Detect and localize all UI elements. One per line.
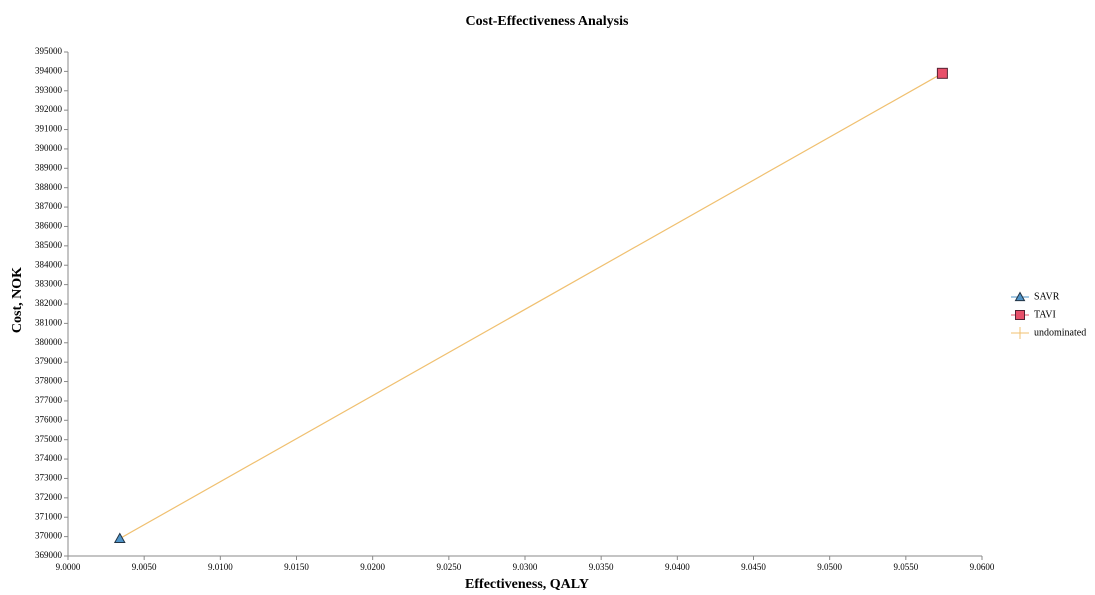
y-tick-label: 389000 [35,162,63,172]
y-tick-label: 376000 [35,414,63,424]
x-tick-label: 9.0000 [56,562,81,572]
point [113,532,126,544]
y-tick-label: 383000 [35,279,63,289]
x-tick-label: 9.0250 [436,562,461,572]
y-tick-label: 390000 [35,143,63,153]
y-tick-label: 377000 [35,395,63,405]
y-tick-label: 375000 [35,434,63,444]
y-tick-label: 373000 [35,473,63,483]
x-tick-label: 9.0400 [665,562,690,572]
chart-title: Cost-Effectiveness Analysis [466,14,629,29]
y-tick-label: 380000 [35,337,63,347]
legend-label: undominated [1034,327,1086,338]
x-tick-label: 9.0500 [817,562,842,572]
y-tick-label: 378000 [35,376,63,386]
y-tick-label: 371000 [35,511,63,521]
y-tick-label: 374000 [35,453,63,463]
x-tick-label: 9.0550 [893,562,918,572]
y-tick-label: 388000 [35,182,63,192]
y-tick-label: 382000 [35,298,63,308]
y-tick-label: 381000 [35,317,63,327]
x-tick-label: 9.0350 [589,562,614,572]
x-tick-label: 9.0600 [970,562,995,572]
y-tick-label: 386000 [35,221,63,231]
x-tick-label: 9.0150 [284,562,309,572]
legend-label: SAVR [1034,291,1060,302]
y-tick-label: 372000 [35,492,63,502]
y-tick-label: 379000 [35,356,63,366]
frontier-line [119,72,943,540]
x-tick-label: 9.0300 [513,562,538,572]
x-tick-label: 9.0050 [132,562,157,572]
y-tick-label: 391000 [35,124,63,134]
legend-label: TAVI [1034,309,1056,320]
y-tick-label: 392000 [35,104,63,114]
x-tick-label: 9.0100 [208,562,233,572]
y-tick-label: 370000 [35,531,63,541]
y-axis-title: Cost, NOK [10,267,25,333]
point [936,67,948,79]
y-tick-label: 393000 [35,85,63,95]
y-tick-label: 385000 [35,240,63,250]
x-tick-label: 9.0200 [360,562,385,572]
y-tick-label: 395000 [35,46,63,56]
legend-marker [1014,291,1026,302]
y-tick-label: 369000 [35,550,63,560]
x-tick-label: 9.0450 [741,562,766,572]
legend-marker [1015,310,1025,320]
y-tick-label: 384000 [35,259,63,269]
legend-marker [1014,327,1026,339]
x-axis-title: Effectiveness, QALY [465,577,589,592]
y-tick-label: 394000 [35,65,63,75]
y-tick-label: 387000 [35,201,63,211]
